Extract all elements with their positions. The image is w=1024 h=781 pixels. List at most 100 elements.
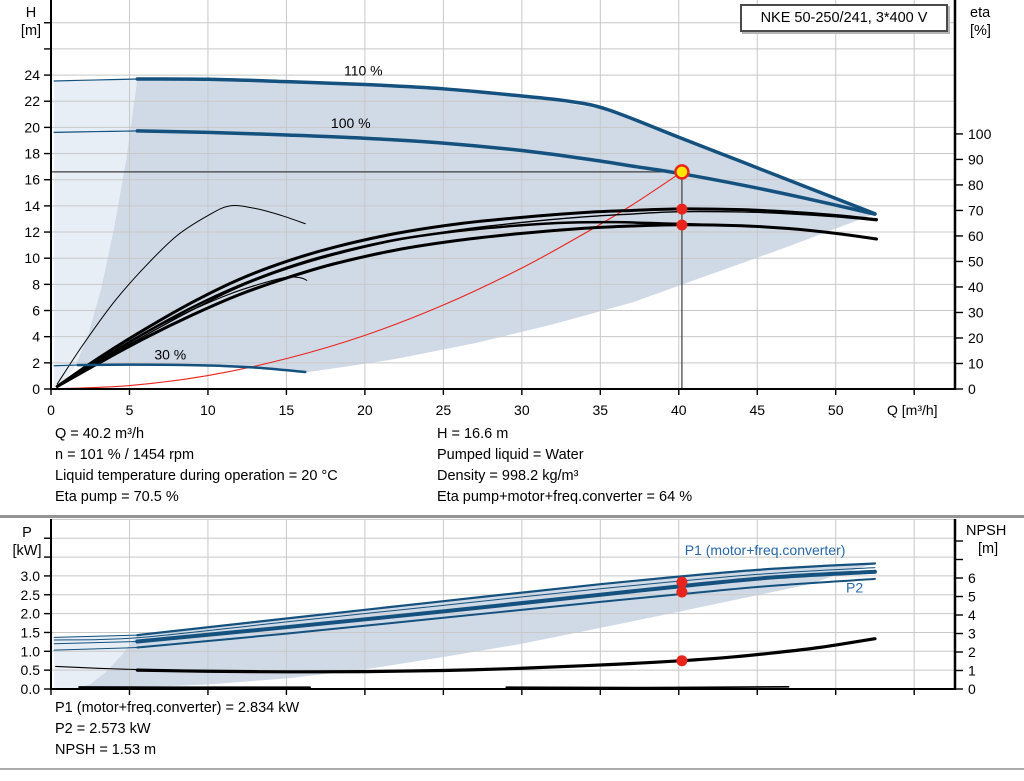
- pump-title: NKE 50-250/241, 3*400 V: [760, 10, 928, 26]
- y-right-tick-label: 60: [968, 228, 984, 244]
- npsh-curve-ext: [55, 665, 138, 671]
- x-axis-label: Q [m³/h]: [887, 402, 938, 418]
- p1-thin-curve: [53, 567, 876, 641]
- y-right-tick-label: 100: [968, 126, 992, 142]
- y-left-axis-label: H: [26, 5, 36, 21]
- p1-max-curve: [136, 562, 877, 637]
- npsh-point: [676, 655, 688, 667]
- y-right-tick-label: 20: [968, 330, 984, 346]
- y-left-tick-label: 0: [32, 381, 40, 397]
- curve-label-p1: P1 (motor+freq.converter): [685, 542, 846, 558]
- y-right-tick-label: 5: [968, 589, 976, 605]
- x-tick-label: 0: [47, 402, 55, 418]
- y-right-tick-label: 70: [968, 202, 984, 218]
- info-line-eta-total: Eta pump+motor+freq.converter = 64 %: [437, 489, 693, 505]
- y-left-tick-label: 0.0: [21, 681, 41, 697]
- y-right-tick-label: 6: [968, 570, 976, 586]
- y-right-tick-label: 2: [968, 644, 976, 660]
- npsh-low-speed-curve-2: [505, 685, 790, 689]
- info-line-npsh: NPSH = 1.53 m: [55, 742, 157, 758]
- y-right-tick-label: 1: [968, 663, 976, 679]
- npsh-curve: [135, 637, 877, 674]
- y-left-axis-unit: [m]: [21, 23, 41, 39]
- p2-point: [676, 586, 688, 598]
- pump-title-box: NKE 50-250/241, 3*400 V: [740, 4, 948, 32]
- y-right-tick-label: 0: [968, 381, 976, 397]
- y-left-tick-label: 20: [24, 119, 40, 135]
- power-info: P1 (motor+freq.converter) = 2.834 kW P2 …: [55, 698, 299, 761]
- y-left-tick-label: 3.0: [21, 568, 41, 584]
- y-left-tick-label: 16: [24, 172, 40, 188]
- y-left-tick-label: 2.5: [21, 587, 41, 603]
- y-right-tick-label: 30: [968, 304, 984, 320]
- y-right-tick-label: 4: [968, 607, 976, 623]
- y-left-tick-label: 0.5: [21, 662, 41, 678]
- y-left-tick-label: 24: [24, 67, 40, 83]
- y-left-tick-label: 14: [24, 198, 40, 214]
- eta-total-curve: [55, 223, 879, 388]
- x-tick-label: 20: [357, 402, 373, 418]
- y-right-tick-label: 10: [968, 355, 984, 371]
- eta-pump-curve: [55, 207, 879, 388]
- p2-curve-ext: [53, 647, 138, 651]
- y-left-tick-label: 12: [24, 224, 40, 240]
- p2-curve: [136, 577, 876, 649]
- eta-pump-point: [676, 203, 688, 215]
- p1-curve-ext: [53, 641, 138, 645]
- info-line-p1: P1 (motor+freq.converter) = 2.834 kW: [55, 700, 300, 716]
- x-tick-label: 40: [671, 402, 687, 418]
- curve-label-100: 100 %: [331, 115, 371, 131]
- x-tick-label: 25: [436, 402, 452, 418]
- hq-100-curve: [135, 129, 877, 216]
- info-line-eta-pump: Eta pump = 70.5 %: [55, 489, 179, 505]
- y-left-axis-unit: [kW]: [13, 543, 42, 559]
- y-left-tick-label: 2: [32, 355, 40, 371]
- y-left-tick-label: 1.5: [21, 624, 41, 640]
- duty-info-left: Q = 40.2 m³/h n = 101 % / 1454 rpm Liqui…: [55, 424, 338, 508]
- info-line-pumped-liquid: Pumped liquid = Water: [437, 447, 584, 463]
- eta-curve-mid: [56, 220, 704, 388]
- y-right-tick-label: 80: [968, 177, 984, 193]
- y-left-tick-label: 6: [32, 303, 40, 319]
- operating-envelope: [76, 79, 875, 372]
- x-tick-label: 30: [514, 402, 530, 418]
- y-left-tick-label: 2.0: [21, 606, 41, 622]
- eta-curve-reduced-speed: [56, 205, 306, 385]
- p1-max-curve-ext: [53, 634, 138, 638]
- x-tick-label: 35: [593, 402, 609, 418]
- y-left-tick-label: 18: [24, 146, 40, 162]
- info-line-q: Q = 40.2 m³/h: [55, 426, 145, 442]
- duty-info-right: H = 16.6 m Pumped liquid = Water Density…: [437, 424, 692, 508]
- duty-point: [674, 164, 690, 180]
- x-tick-label: 10: [200, 402, 216, 418]
- y-right-tick-label: 3: [968, 626, 976, 642]
- y-right-tick-label: 40: [968, 279, 984, 295]
- x-tick-label: 50: [828, 402, 844, 418]
- hq-100-curve-ext: [53, 130, 138, 133]
- hq-30-curve: [76, 363, 307, 374]
- info-line-density: Density = 998.2 kg/m³: [437, 468, 579, 484]
- hq-30-curve-ext: [53, 364, 79, 367]
- y-left-tick-label: 1.0: [21, 643, 41, 659]
- curve-label-110: 110 %: [344, 63, 383, 79]
- y-right-axis-label: eta: [970, 5, 991, 21]
- y-right-tick-label: 90: [968, 151, 984, 167]
- y-right-tick-label: 0: [968, 681, 976, 697]
- curve-label-p2: P2: [846, 580, 863, 596]
- y-left-tick-label: 10: [24, 250, 40, 266]
- section-divider-middle: [0, 515, 1024, 518]
- info-line-liquid-temp: Liquid temperature during operation = 20…: [55, 468, 338, 484]
- eta-total-point: [676, 219, 688, 231]
- hq-110-curve-ext: [53, 78, 138, 82]
- p1-curve: [135, 569, 877, 644]
- section-divider-bottom: [0, 768, 1024, 770]
- y-right-axis-unit: [%]: [970, 23, 991, 39]
- system-curve: [56, 171, 683, 390]
- hq-110-curve: [135, 77, 877, 216]
- x-tick-label: 5: [126, 402, 134, 418]
- y-right-axis-unit: [m]: [978, 541, 998, 557]
- info-line-n: n = 101 % / 1454 rpm: [55, 447, 195, 463]
- x-tick-label: 45: [749, 402, 765, 418]
